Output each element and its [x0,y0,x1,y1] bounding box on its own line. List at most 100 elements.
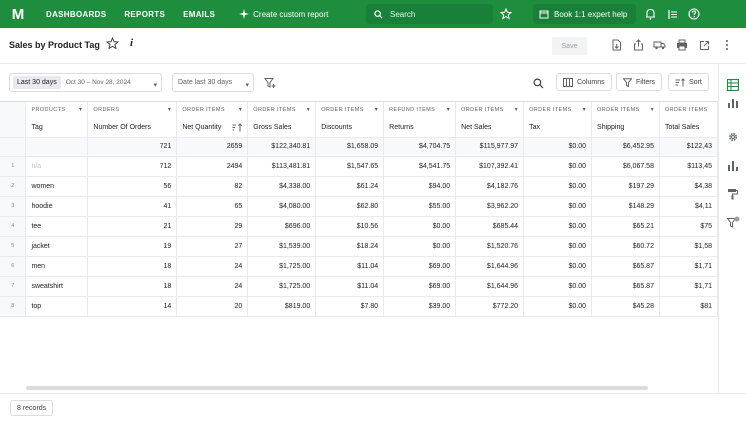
search-input[interactable]: Search [366,4,493,24]
column-header-returns[interactable]: Returns [383,118,457,138]
column-header-tax[interactable]: Tax [523,118,593,138]
row-number: 7 [0,276,27,297]
table-row[interactable]: 2 women 56 82 $4,338.00 $61.24 $94.00 $4,182.76… [0,176,718,197]
chevron-down-icon[interactable]: ▾ [446,107,451,113]
column-header-number-of-orders[interactable]: Number Of Orders [87,118,178,138]
table-search-icon[interactable] [533,76,544,94]
value-cell: $1,58 [659,236,718,257]
group-header-order-items[interactable]: ORDER ITEMS ▾ [176,102,249,118]
chevron-down-icon[interactable]: ▾ [238,107,243,113]
chart-view-icon[interactable] [726,96,740,110]
share-icon[interactable] [631,38,645,52]
column-header-discounts[interactable]: Discounts [315,118,385,138]
column-header-gross-sales[interactable]: Gross Sales [247,118,317,138]
more-vert-icon[interactable] [720,38,734,52]
table-row[interactable]: 7 sweatshirt 18 24 $1,725.00 $11.04 $69.00 $1,6… [0,276,718,297]
value-cell: $0.00 [523,236,593,257]
group-header-order-items[interactable]: ORDER ITEMS ▾ [247,102,317,118]
create-custom-report-button[interactable]: Create custom report [239,9,328,19]
group-header-order-items[interactable]: ORDER ITEMS ▾ [455,102,525,118]
settings-gear-icon[interactable] [726,130,740,144]
value-cell: $4,182.76 [455,176,525,197]
column-header-net-quantity[interactable]: Net Quantity [176,118,249,138]
open-external-icon[interactable] [697,38,711,52]
group-header-order-items[interactable]: ORDER ITEMS [659,102,718,118]
chevron-down-icon[interactable]: ▾ [650,107,654,113]
date-field-label: Date last 30 days [178,79,233,86]
table-row[interactable]: 4 tee 21 29 $696.00 $10.56 $0.00 $685.44 $0.00 $6… [0,216,718,237]
value-cell: $685.44 [455,216,525,237]
filters-button[interactable]: Filters [616,73,663,91]
column-header-total-sales[interactable]: Total Sales [659,118,718,138]
value-cell: $69.00 [383,256,457,277]
paint-roller-icon[interactable] [726,187,740,201]
chevron-down-icon[interactable]: ▾ [306,107,311,113]
value-cell: $1,539.00 [247,236,317,257]
value-cell: $11.04 [315,276,385,297]
table-row[interactable]: 5 jacket 19 27 $1,539.00 $18.24 $0.00 $1,520.76… [0,236,718,257]
sort-button[interactable]: Sort [668,73,709,91]
sort-ascending-icon[interactable] [232,123,243,132]
favorites-star-icon[interactable] [499,7,513,21]
value-cell: $4,11 [659,196,718,217]
record-count-badge: 8 records [10,400,54,416]
table-row[interactable]: 1 n/a 712 2494 $113,481.81 $1,547.65 $4,541.75… [0,156,718,177]
save-button[interactable]: Save [552,37,587,55]
columns-button[interactable]: Columns [556,73,612,91]
date-field-select[interactable]: Date last 30 days ▾ [172,73,254,92]
table-row[interactable]: 6 men 18 24 $1,725.00 $11.04 $69.00 $1,644.96 $0… [0,256,718,277]
value-cell: $1,644.96 [455,276,525,297]
value-cell: 18 [87,256,178,277]
value-cell: $0.00 [523,196,593,217]
chevron-down-icon[interactable]: ▾ [514,107,519,113]
value-cell: 14 [87,296,178,317]
horizontal-scrollbar[interactable] [26,386,648,390]
filter-badge-icon[interactable] [726,215,740,229]
print-icon[interactable] [675,38,689,52]
table-row[interactable]: 3 hoodie 41 65 $4,080.00 $62.80 $55.00 $3,962.2… [0,196,718,217]
group-header-orders[interactable]: ORDERS ▾ [87,102,178,118]
nav-dashboards[interactable]: DASHBOARDS [46,9,107,19]
date-range-select[interactable]: Last 30 days Oct 30 – Nov 28, 2024 ▾ [9,73,162,92]
schedule-delivery-icon[interactable] [653,38,667,52]
total-cell: $122,43 [659,137,718,157]
value-cell: $1,71 [659,256,718,277]
column-header-tag[interactable]: Tag [25,118,89,138]
value-cell: $0.00 [523,256,593,277]
bell-icon[interactable] [643,7,657,21]
value-cell: $65.21 [591,216,660,237]
favorite-star-icon[interactable] [105,36,120,55]
expert-help-button[interactable]: Book 1:1 expert help [533,4,636,24]
value-cell: 82 [176,176,249,197]
info-icon[interactable]: i [130,37,134,49]
export-file-icon[interactable] [609,38,623,52]
column-header-shipping[interactable]: Shipping [591,118,660,138]
table-view-icon[interactable] [726,78,740,92]
chevron-down-icon[interactable]: ▾ [374,107,379,113]
group-header-order-items[interactable]: ORDER ITEMS ▾ [523,102,593,118]
table-row[interactable]: 8 top 14 20 $819.00 $7.80 $39.00 $772.20 $0.00 $4… [0,296,718,317]
group-header-products[interactable]: PRODUCTS ▾ [25,102,89,118]
value-cell: $65.87 [591,276,660,297]
group-header-order-items[interactable]: ORDER ITEMS ▾ [591,102,660,118]
tag-cell: n/a [25,156,89,177]
chevron-down-icon[interactable]: ▾ [78,107,83,113]
row-number: 6 [0,256,27,277]
app-logo[interactable]: M [11,5,25,23]
sort-icon [675,77,685,86]
nav-reports[interactable]: REPORTS [124,9,166,19]
help-icon[interactable] [687,7,701,21]
sort-label: Sort [689,78,702,86]
tasks-list-icon[interactable] [665,7,679,21]
value-cell: $1,725.00 [247,256,317,277]
column-header-net-sales[interactable]: Net Sales [455,118,525,138]
bar-chart-icon[interactable] [726,159,740,173]
chevron-down-icon[interactable]: ▾ [167,107,172,113]
group-header-refund-items[interactable]: REFUND ITEMS ▾ [383,102,457,118]
tag-cell: women [25,176,89,197]
group-header-order-items[interactable]: ORDER ITEMS ▾ [315,102,385,118]
chevron-down-icon: ▾ [245,82,249,89]
nav-emails[interactable]: EMAILS [183,9,216,19]
chevron-down-icon[interactable]: ▾ [582,107,587,113]
add-filter-icon[interactable] [264,76,276,94]
